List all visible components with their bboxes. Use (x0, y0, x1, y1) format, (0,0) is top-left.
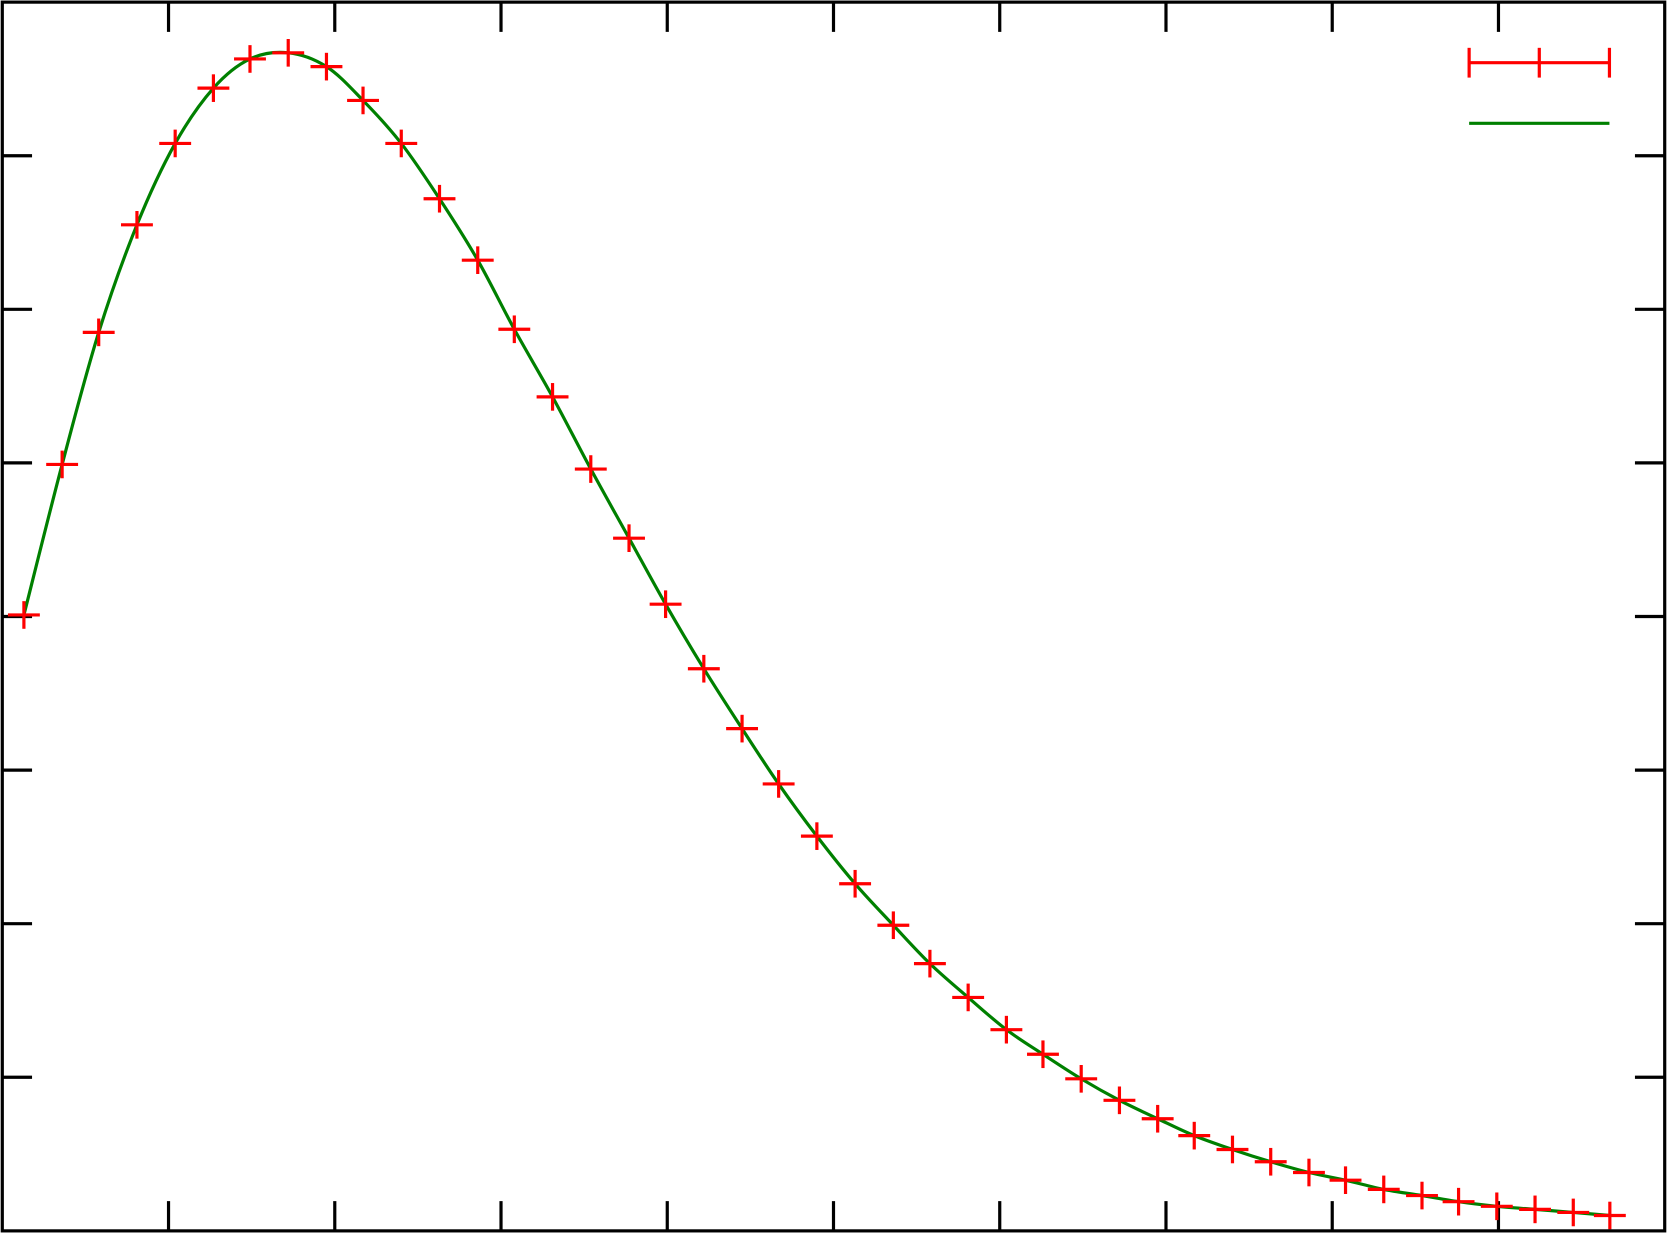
data-point (1519, 1195, 1551, 1224)
data-point (1141, 1104, 1174, 1133)
legend (1467, 47, 1612, 125)
data-point (310, 52, 343, 81)
data-point (649, 590, 682, 619)
data-point (272, 38, 305, 67)
data-point (121, 211, 153, 239)
data-point (197, 74, 230, 102)
data-point (800, 822, 833, 850)
data-point (1329, 1166, 1362, 1195)
data-point (46, 450, 79, 479)
data-point (1442, 1187, 1475, 1216)
data-point (7, 601, 40, 629)
data-point (1178, 1121, 1211, 1150)
data-point (347, 86, 379, 115)
data-point (1103, 1086, 1136, 1115)
data-point (1480, 1192, 1513, 1221)
data-point (762, 770, 795, 798)
data-point (613, 524, 645, 552)
data-point (461, 246, 494, 274)
data-point (726, 714, 759, 743)
data-point (1216, 1135, 1249, 1164)
data-point (1593, 1201, 1626, 1230)
data-points (7, 38, 1626, 1230)
data-point (234, 45, 266, 73)
data-point (423, 184, 456, 213)
data-point (536, 383, 569, 411)
data-point (1557, 1198, 1590, 1227)
data-point (839, 869, 872, 898)
data-point (385, 129, 418, 158)
data-point (952, 983, 985, 1012)
legend-entry-data (1467, 47, 1612, 78)
data-point (877, 911, 910, 940)
fit-curve (22, 50, 1610, 1218)
data-point (687, 654, 720, 683)
data-point (990, 1015, 1023, 1044)
data-point (574, 455, 607, 483)
data-point (1027, 1040, 1059, 1069)
data-point (1065, 1064, 1098, 1093)
data-point (1367, 1175, 1400, 1204)
data-point (913, 949, 946, 978)
data-point (1293, 1158, 1325, 1187)
data-point (1254, 1147, 1287, 1176)
data-point (159, 129, 192, 158)
data-point (1406, 1181, 1438, 1210)
data-point (498, 315, 531, 344)
data-point (82, 318, 115, 347)
